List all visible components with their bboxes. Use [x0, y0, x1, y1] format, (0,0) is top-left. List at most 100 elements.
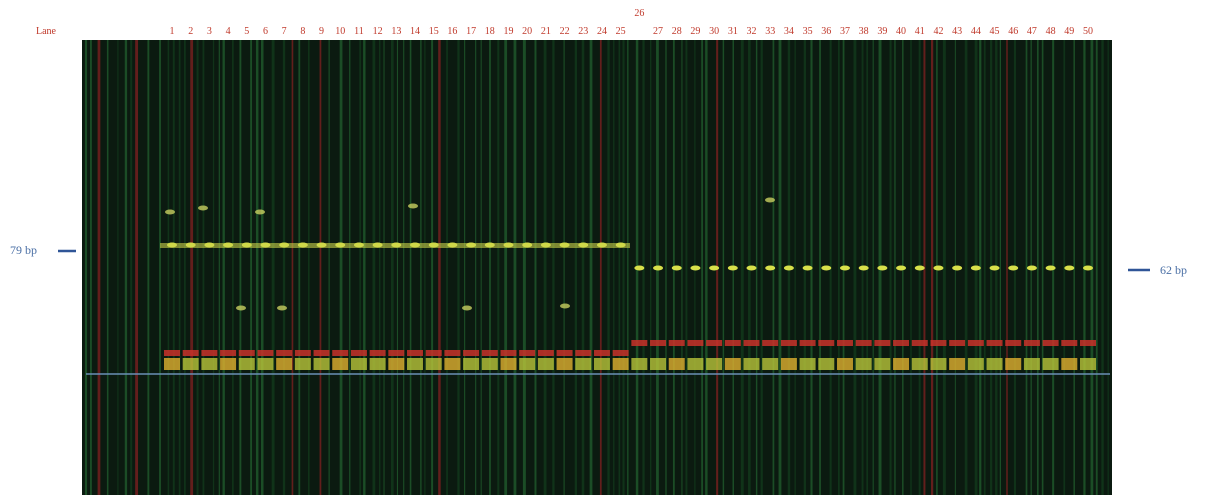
band — [933, 266, 943, 271]
band — [183, 358, 199, 370]
band — [874, 340, 890, 346]
lane-number: 15 — [429, 26, 439, 37]
band — [519, 358, 535, 370]
lane-header: Lane — [36, 26, 57, 37]
band — [1008, 266, 1018, 271]
lane-number: 37 — [840, 26, 850, 37]
gel-figure: Lane 79 bp 62 bp 12345678910111213141516… — [0, 0, 1219, 495]
lane-number: 4 — [226, 26, 231, 37]
lane-number: 26 — [634, 8, 644, 19]
band — [482, 350, 498, 356]
lane-number: 16 — [447, 26, 457, 37]
band — [613, 358, 629, 370]
band — [370, 358, 386, 370]
right-marker-label: 62 bp — [1160, 263, 1187, 277]
lane-number: 5 — [244, 26, 249, 37]
band — [709, 266, 719, 271]
band — [257, 350, 273, 356]
faint-band — [560, 304, 570, 309]
band — [444, 350, 460, 356]
lane-number: 17 — [466, 26, 476, 37]
faint-band — [255, 210, 265, 215]
band — [332, 358, 348, 370]
band — [818, 358, 834, 370]
band — [987, 340, 1003, 346]
band — [500, 350, 516, 356]
band — [725, 358, 741, 370]
band — [859, 266, 869, 271]
band — [295, 350, 311, 356]
lane-number: 2 — [188, 26, 193, 37]
lane-number: 31 — [728, 26, 738, 37]
lane-number: 46 — [1008, 26, 1018, 37]
lane-number: 20 — [522, 26, 532, 37]
band — [407, 358, 423, 370]
band — [164, 358, 180, 370]
lane-number: 22 — [560, 26, 570, 37]
band — [669, 340, 685, 346]
band — [818, 340, 834, 346]
band — [672, 266, 682, 271]
band — [765, 266, 775, 271]
band — [519, 350, 535, 356]
lane-number: 25 — [616, 26, 626, 37]
lane-number: 10 — [335, 26, 345, 37]
band — [426, 350, 442, 356]
band — [971, 266, 981, 271]
band — [388, 350, 404, 356]
band — [669, 358, 685, 370]
band — [762, 340, 778, 346]
band — [463, 350, 479, 356]
band — [239, 358, 255, 370]
lane-number: 29 — [690, 26, 700, 37]
lane-number: 38 — [859, 26, 869, 37]
lane-number: 45 — [990, 26, 1000, 37]
lane-number: 9 — [319, 26, 324, 37]
band — [1024, 340, 1040, 346]
band — [1046, 266, 1056, 271]
band — [650, 340, 666, 346]
lane-number: 35 — [803, 26, 813, 37]
band — [164, 350, 180, 356]
lane-number: 27 — [653, 26, 663, 37]
band — [1061, 340, 1077, 346]
band — [388, 358, 404, 370]
band — [784, 266, 794, 271]
band — [538, 350, 554, 356]
band — [952, 266, 962, 271]
band — [930, 340, 946, 346]
band — [800, 340, 816, 346]
lane-number: 21 — [541, 26, 551, 37]
lane-number: 8 — [300, 26, 305, 37]
band — [1043, 340, 1059, 346]
band — [706, 340, 722, 346]
band — [575, 350, 591, 356]
band — [257, 358, 273, 370]
lane-labels: 1234567891011121314151617181920212223242… — [170, 8, 1094, 37]
lane-number: 44 — [971, 26, 981, 37]
lane-number: 13 — [391, 26, 401, 37]
band — [295, 358, 311, 370]
band — [351, 350, 367, 356]
band — [1061, 358, 1077, 370]
band — [201, 358, 217, 370]
band — [1080, 358, 1096, 370]
band — [877, 266, 887, 271]
band — [332, 350, 348, 356]
band — [557, 358, 573, 370]
band — [220, 350, 236, 356]
lane-number: 19 — [503, 26, 513, 37]
band — [650, 358, 666, 370]
band — [856, 340, 872, 346]
band — [538, 358, 554, 370]
lane-number: 14 — [410, 26, 420, 37]
band — [874, 358, 890, 370]
band — [930, 358, 946, 370]
band — [1005, 358, 1021, 370]
lane-number: 50 — [1083, 26, 1093, 37]
lane-number: 3 — [207, 26, 212, 37]
band — [653, 266, 663, 271]
band — [613, 350, 629, 356]
lane-number: 34 — [784, 26, 794, 37]
band — [856, 358, 872, 370]
